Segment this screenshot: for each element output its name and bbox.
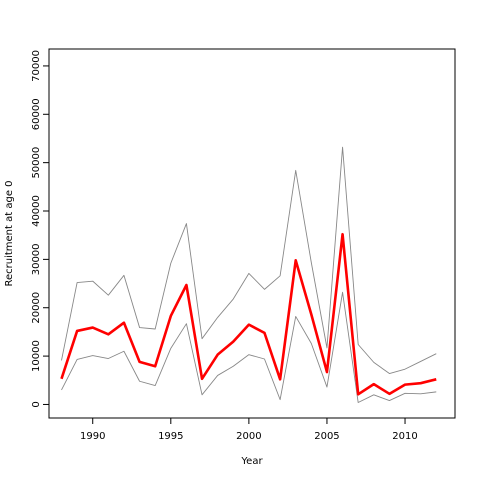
- y-tick-label: 20000: [31, 292, 42, 324]
- x-axis: 1990 1995 2000 2005 2010: [80, 418, 418, 442]
- x-tick-label: 2005: [314, 431, 339, 442]
- y-tick-label: 40000: [31, 195, 42, 227]
- y-axis: 0 10000 20000 30000 40000 50000 60000 70000: [31, 50, 49, 408]
- x-tick-label: 2010: [392, 431, 417, 442]
- y-tick-label: 70000: [31, 50, 42, 82]
- series-line-estimate: [60, 232, 437, 396]
- plot-frame: [48, 48, 456, 419]
- y-tick-label: 10000: [31, 340, 42, 372]
- y-tick-label: 30000: [31, 243, 42, 275]
- series-line-lower-bound: [61, 291, 437, 403]
- series-line-upper-bound: [61, 146, 437, 374]
- y-tick-label: 60000: [31, 98, 42, 130]
- y-tick-label: 50000: [31, 147, 42, 179]
- x-axis-title: Year: [240, 456, 263, 467]
- series-layer: [60, 146, 437, 403]
- x-tick-label: 1995: [158, 431, 183, 442]
- y-axis-title: Recruitment at age 0: [4, 180, 15, 286]
- x-tick-label: 2000: [236, 431, 261, 442]
- y-tick-label: 0: [31, 401, 42, 407]
- x-tick-label: 1990: [80, 431, 105, 442]
